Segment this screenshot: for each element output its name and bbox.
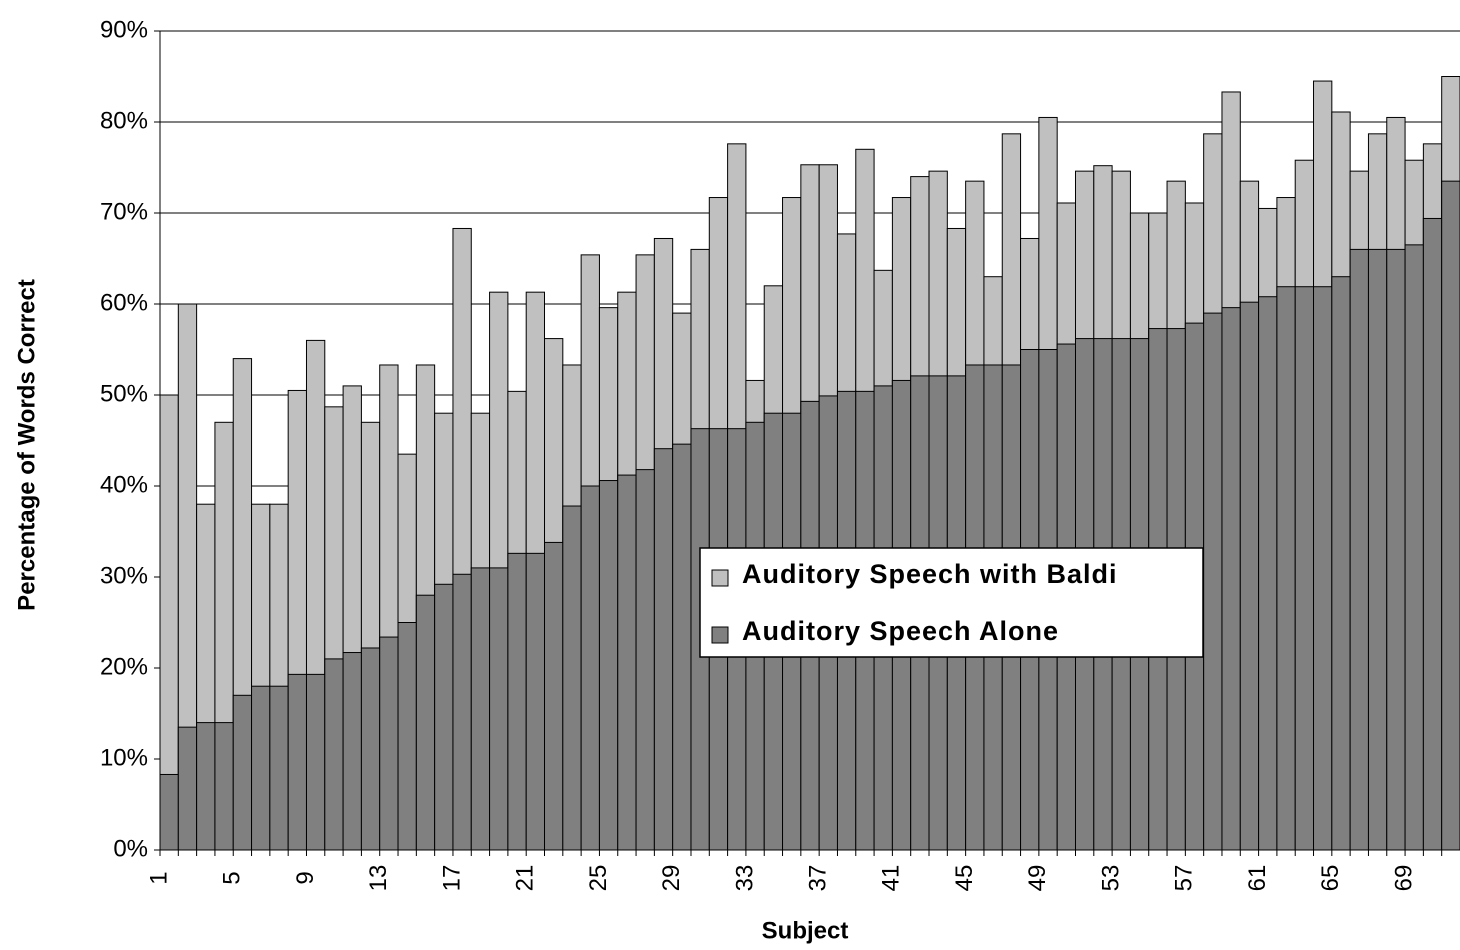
- bar: [452, 573, 472, 851]
- bar: [672, 443, 692, 851]
- bar: [1258, 296, 1278, 851]
- x-tick-label: 29: [658, 865, 685, 892]
- x-tick-label: 65: [1317, 865, 1344, 892]
- bar: [1276, 286, 1296, 851]
- legend-label: Auditory Speech with Baldi: [742, 559, 1118, 589]
- bar: [232, 694, 253, 851]
- bar: [562, 505, 582, 851]
- y-tick-label: 50%: [100, 380, 148, 407]
- bar: [525, 552, 546, 851]
- bar: [1441, 180, 1460, 851]
- bar: [434, 583, 454, 851]
- x-tick-label: 13: [365, 865, 392, 892]
- bar: [397, 622, 417, 851]
- y-tick-label: 40%: [100, 471, 148, 498]
- bar: [214, 722, 234, 851]
- x-tick-label: 49: [1024, 865, 1051, 892]
- x-tick-label: 5: [219, 871, 246, 884]
- bar: [324, 658, 344, 851]
- bar: [1404, 244, 1424, 851]
- bar: [617, 474, 637, 851]
- y-tick-label: 0%: [113, 835, 148, 862]
- x-tick-label: 57: [1171, 865, 1198, 892]
- bar: [1313, 286, 1333, 851]
- bar: [580, 485, 600, 851]
- bar: [544, 541, 564, 851]
- bar: [1422, 217, 1443, 851]
- bar: [635, 469, 655, 851]
- legend-label: Auditory Speech Alone: [742, 616, 1059, 646]
- bar: [305, 673, 326, 851]
- bar: [1239, 301, 1260, 851]
- y-tick-label: 20%: [100, 653, 148, 680]
- y-tick-label: 10%: [100, 744, 148, 771]
- x-tick-label: 45: [951, 865, 978, 892]
- bar: [1294, 286, 1315, 851]
- bar: [1221, 307, 1241, 851]
- bar: [1386, 248, 1406, 851]
- bar: [177, 726, 198, 851]
- x-tick-label: 9: [292, 871, 319, 884]
- bar: [489, 567, 509, 851]
- bar: [379, 636, 399, 851]
- y-tick-label: 80%: [100, 107, 148, 134]
- y-axis-title: Percentage of Words Correct: [13, 279, 40, 611]
- y-tick-label: 90%: [100, 16, 148, 43]
- bar: [287, 673, 307, 851]
- x-tick-label: 69: [1390, 865, 1417, 892]
- y-tick-label: 30%: [100, 562, 148, 589]
- x-tick-label: 41: [878, 865, 905, 892]
- bar: [360, 647, 381, 851]
- x-tick-label: 53: [1097, 865, 1124, 892]
- x-tick-label: 25: [585, 865, 612, 892]
- bar: [269, 685, 289, 851]
- bar: [1349, 248, 1369, 851]
- x-tick-label: 61: [1244, 865, 1271, 892]
- x-tick-label: 21: [512, 865, 539, 892]
- bar: [159, 773, 179, 851]
- x-tick-label: 17: [438, 865, 465, 892]
- bar: [1367, 248, 1388, 851]
- x-axis-title: Subject: [762, 917, 849, 944]
- bar: [507, 552, 527, 851]
- bar: [415, 594, 436, 851]
- legend-box: [699, 547, 1204, 658]
- bar: [1331, 276, 1351, 851]
- x-tick-label: 37: [804, 865, 831, 892]
- x-tick-label: 33: [731, 865, 758, 892]
- bar: [342, 652, 362, 851]
- bar: [196, 722, 216, 851]
- bar: [1203, 312, 1223, 851]
- bar: [653, 448, 674, 851]
- legend-swatch: [711, 569, 729, 587]
- bar: [598, 480, 619, 851]
- y-tick-label: 60%: [100, 289, 148, 316]
- y-tick-label: 70%: [100, 198, 148, 225]
- legend-swatch: [711, 626, 729, 644]
- bar: [251, 685, 271, 851]
- x-tick-label: 1: [145, 871, 172, 884]
- bar: [470, 567, 491, 851]
